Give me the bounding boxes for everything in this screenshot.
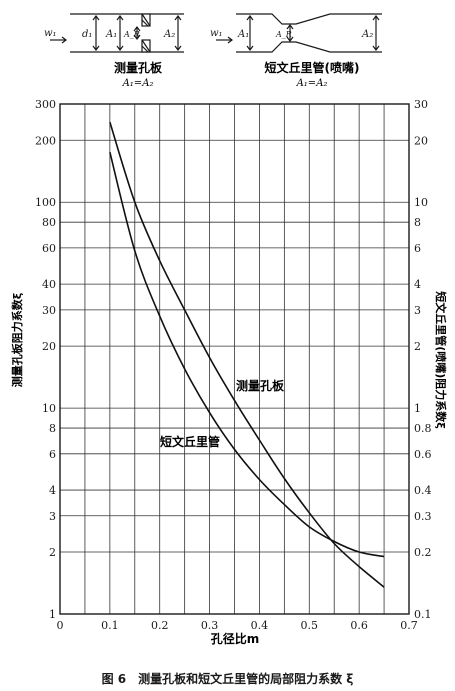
left-tick-label: 10 (42, 402, 56, 415)
x-tick-label: 0 (57, 619, 64, 632)
venturi-ar-label: A_R (275, 30, 292, 39)
venturi-schematic (216, 13, 382, 53)
orifice-schematic (50, 13, 184, 53)
figure-caption: 图 6 测量孔板和短文丘里管的局部阻力系数 ξ (101, 672, 354, 686)
right-tick-label: 20 (414, 134, 428, 147)
venturi-a2-label: A₂ (361, 29, 373, 40)
right-tick-label: 3 (414, 304, 421, 317)
y-axis-label-right: 短文丘里管(喷嘴)阻力系数ξ (434, 291, 448, 429)
left-tick-label: 40 (42, 278, 56, 291)
orifice-ar-label: A_R (123, 30, 140, 39)
x-tick-label: 0.4 (251, 619, 269, 632)
left-tick-label: 3 (49, 510, 56, 523)
left-tick-label: 2 (49, 546, 56, 559)
left-tick-label: 100 (35, 196, 56, 209)
orifice-a1-label: A₁ (105, 29, 117, 40)
venturi-a1-label: A₁ (237, 29, 249, 40)
venturi-title: 短文丘里管(喷嘴) (265, 60, 360, 75)
x-tick-label: 0.5 (301, 619, 319, 632)
left-tick-label: 6 (49, 448, 56, 461)
right-tick-label: 8 (414, 216, 421, 229)
plot-frame (59, 103, 410, 615)
right-tick-label: 0.4 (414, 484, 432, 497)
y-axis-label-left: 测量孔板阻力系数ξ (10, 293, 24, 388)
left-tick-label: 8 (49, 422, 56, 435)
series-lines (109, 121, 385, 588)
x-tick-label: 0.3 (201, 619, 219, 632)
right-tick-label: 10 (414, 196, 428, 209)
left-tick-label: 30 (42, 304, 56, 317)
right-tick-label: 0.8 (414, 422, 432, 435)
right-tick-label: 4 (414, 278, 421, 291)
orifice-d1-label: d₁ (82, 29, 92, 40)
x-axis-ticks: 0 0.1 0.2 0.3 0.4 0.5 0.6 0.7 (57, 619, 418, 632)
left-tick-label: 200 (35, 134, 56, 147)
x-tick-label: 0.1 (101, 619, 119, 632)
orifice-area-equation: A₁=A₂ (122, 78, 154, 89)
orifice-curve (109, 121, 385, 588)
left-axis-ticks: 1 2 3 4 6 8 10 20 30 40 60 80 100 200 300 (35, 98, 56, 621)
chart-grid (59, 103, 410, 615)
right-tick-label: 0.3 (414, 510, 432, 523)
series-label-orifice: 测量孔板 (236, 378, 285, 393)
right-tick-label: 0.6 (414, 448, 432, 461)
right-tick-label: 6 (414, 242, 421, 255)
right-axis-ticks: 0.1 0.2 0.3 0.4 0.6 0.8 1 2 3 4 6 8 10 20 30 (414, 98, 432, 621)
orifice-a2-label: A₂ (163, 29, 175, 40)
left-tick-label: 300 (35, 98, 56, 111)
x-axis-label: 孔径比m (211, 631, 260, 646)
right-tick-label: 0.1 (414, 608, 432, 621)
series-label-venturi: 短文丘里管 (160, 434, 220, 449)
orifice-w1-label: w₁ (44, 28, 57, 39)
left-tick-label: 80 (42, 216, 56, 229)
right-tick-label: 0.2 (414, 546, 432, 559)
left-tick-label: 60 (42, 242, 56, 255)
left-tick-label: 20 (42, 340, 56, 353)
right-tick-label: 30 (414, 98, 428, 111)
x-tick-label: 0.6 (350, 619, 368, 632)
left-tick-label: 4 (49, 484, 56, 497)
x-tick-label: 0.7 (400, 619, 418, 632)
left-tick-label: 1 (49, 608, 56, 621)
venturi-curve (109, 152, 385, 558)
x-tick-label: 0.2 (151, 619, 169, 632)
right-tick-label: 1 (414, 402, 421, 415)
venturi-area-equation: A₁=A₂ (296, 78, 328, 89)
right-tick-label: 2 (414, 340, 421, 353)
venturi-w1-label: w₁ (210, 28, 223, 39)
orifice-title: 测量孔板 (114, 60, 163, 75)
